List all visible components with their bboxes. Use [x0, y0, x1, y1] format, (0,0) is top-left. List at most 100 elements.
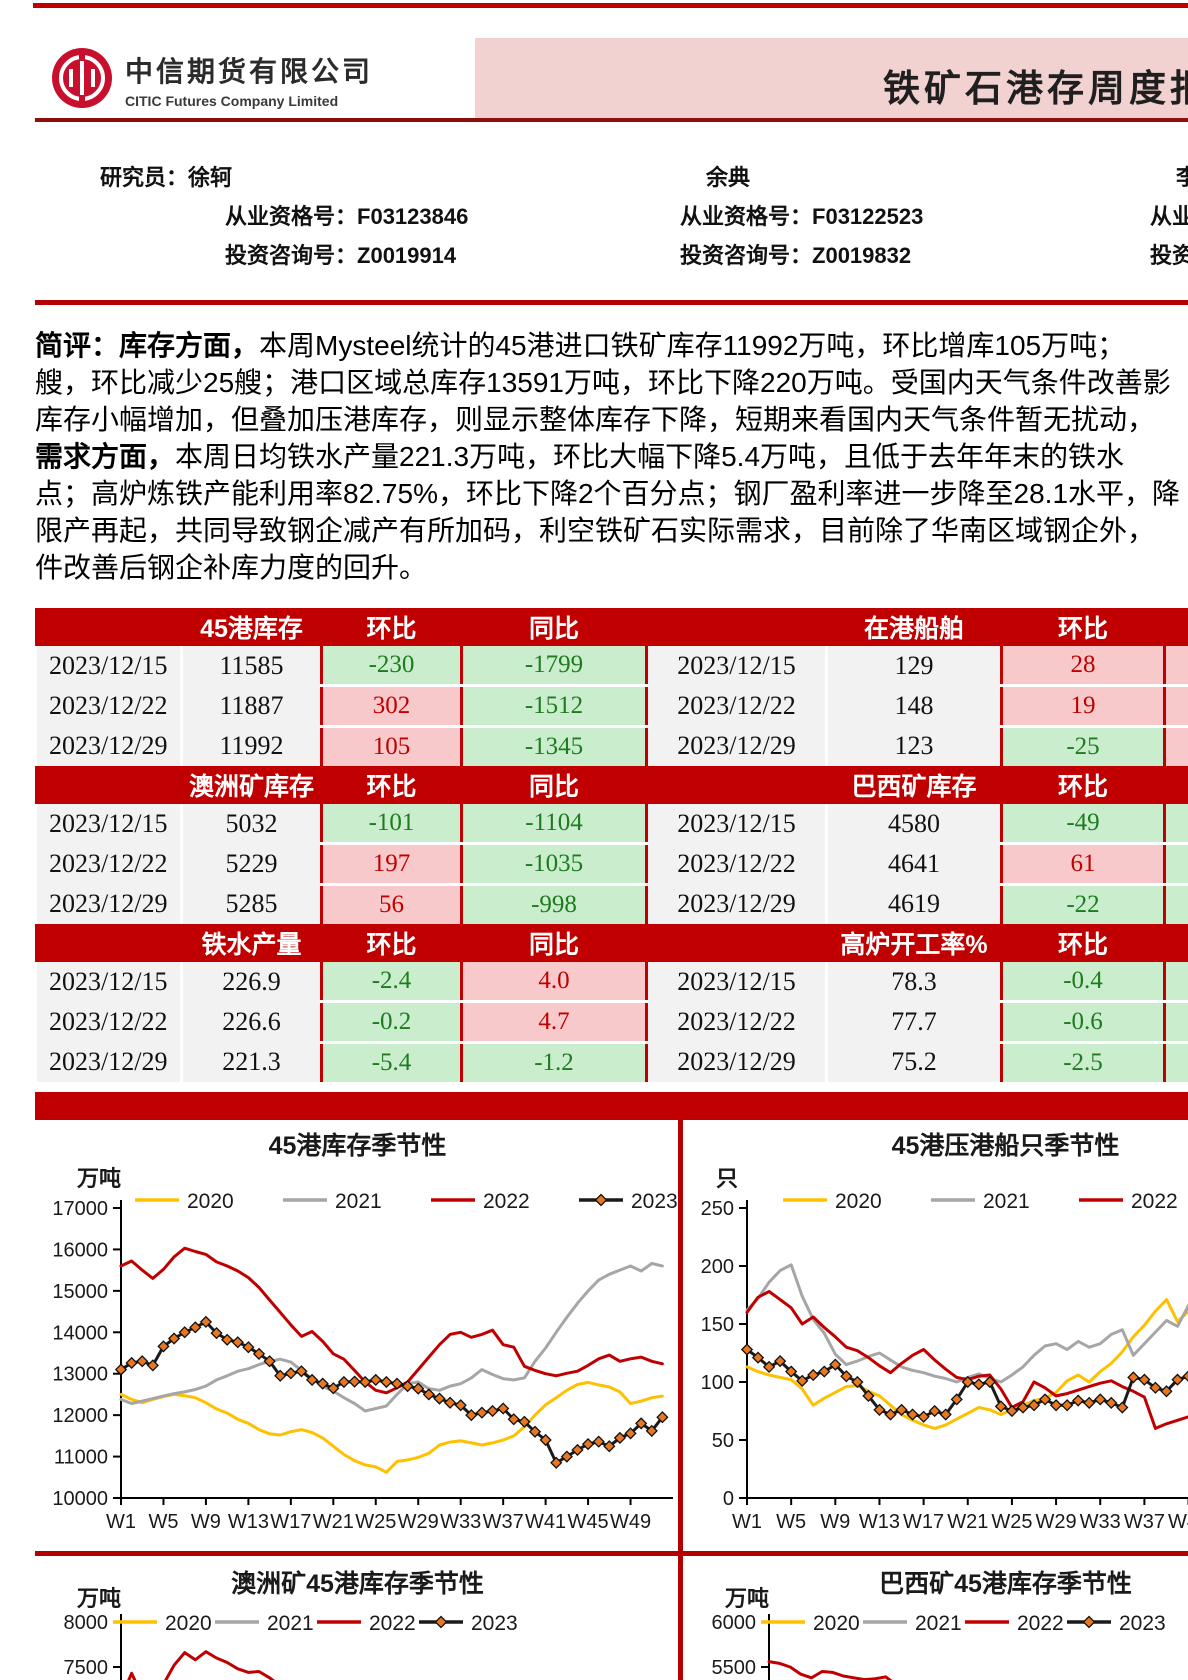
legend-label: 2022 — [1017, 1612, 1064, 1635]
diamond-marker-icon — [125, 1356, 138, 1370]
legend-label: 2022 — [369, 1612, 416, 1635]
summary-line-lead: 需求方面， — [35, 441, 176, 472]
diamond-marker-icon — [851, 1375, 864, 1389]
table-cell: -101 — [320, 804, 462, 845]
diamond-marker-icon — [359, 1375, 372, 1389]
diamond-marker-icon — [167, 1332, 181, 1345]
summary-line-text: 件改善后钢企补库力度的回升。 — [35, 552, 428, 583]
table-cell: 2023/12/15 — [645, 646, 827, 686]
researcher-credential: 从业资格号：F03122523 — [680, 197, 923, 236]
table-header-cell: 环比 — [1000, 766, 1165, 804]
table-cell: 4580 — [825, 804, 1002, 844]
summary-line: 件改善后钢企补库力度的回升。 — [35, 549, 1188, 586]
diamond-marker-icon — [961, 1375, 974, 1389]
table-cell: 226.6 — [180, 1001, 322, 1043]
table-row: 2023/12/15 5032 -101 -1104 2023/12/15 4580 -49 — [36, 804, 1188, 845]
table-cell: 2023/12/15 — [36, 962, 182, 1002]
table-cell — [1163, 962, 1188, 1003]
logo-box: 中信期货有限公司 CITIC Futures Company Limited — [35, 38, 475, 118]
diamond-marker-icon — [539, 1433, 552, 1447]
table-header-cell — [1163, 608, 1188, 646]
table-header-cell: 环比 — [320, 608, 462, 646]
y-axis-unit: 万吨 — [76, 1586, 121, 1611]
diamond-marker-icon — [594, 1193, 608, 1207]
series-line-2022 — [745, 1290, 1188, 1430]
table-cell: 75.2 — [825, 1042, 1002, 1082]
chart-title: 45港压港船只季节性 — [892, 1131, 1120, 1160]
diamond-marker-icon — [571, 1443, 584, 1457]
diamond-marker-icon — [189, 1321, 202, 1334]
y-tick-label: 17000 — [52, 1198, 108, 1220]
table-header-cell: 同比 — [460, 924, 647, 962]
researcher-credential: 投资咨询号：Z0019914 — [225, 236, 468, 275]
table-row: 2023/12/29 221.3 -5.4 -1.2 2023/12/29 75.2 -2.… — [36, 1042, 1188, 1082]
summary-line-text: 限产再起，共同导致钢企减产有所加码，利空铁矿石实际需求，目前除了华南区域钢企外， — [35, 515, 1156, 546]
table-cell: 5229 — [180, 843, 322, 885]
table-cell: 148 — [825, 685, 1002, 727]
y-tick-label: 13000 — [52, 1364, 108, 1386]
legend-label: 2020 — [187, 1190, 234, 1213]
x-tick-label: W49 — [610, 1511, 651, 1533]
diamond-marker-icon — [862, 1389, 875, 1403]
section-divider — [35, 300, 1188, 305]
series-line-2020 — [745, 1298, 1188, 1430]
diamond-marker-icon — [840, 1370, 853, 1383]
diamond-marker-icon — [1005, 1404, 1019, 1418]
y-tick-label: 7500 — [64, 1657, 109, 1679]
diamond-marker-icon — [785, 1365, 798, 1378]
table-header-cell — [35, 924, 182, 962]
table-row: 2023/12/22 11887 302 -1512 2023/12/22 148 19 — [36, 685, 1188, 728]
researcher-name: 李亚 — [1176, 165, 1188, 190]
logo-text: 中信期货有限公司 CITIC Futures Company Limited — [125, 50, 373, 109]
diamond-marker-icon — [740, 1343, 754, 1356]
top-red-line — [33, 3, 1188, 8]
summary-line-text: 库存小幅增加，但叠加压港库存，则显示整体库存下降，短期来看国内天气条件暂无扰动， — [35, 404, 1156, 435]
chart-title: 45港库存季节性 — [269, 1131, 447, 1160]
table-cell: -1345 — [460, 726, 647, 766]
researcher-credential: 投资咨询号：Z0019832 — [680, 236, 923, 275]
diamond-marker-icon — [178, 1326, 191, 1339]
diamond-marker-icon — [114, 1363, 128, 1376]
x-tick-label: W1 — [732, 1511, 762, 1533]
legend-label: 2020 — [165, 1612, 212, 1635]
table-row: 2023/12/15 11585 -230 -1799 2023/12/15 129 28 — [36, 646, 1188, 687]
table-header-cell: 铁水产量 — [180, 924, 322, 962]
diamond-marker-icon — [807, 1368, 820, 1382]
y-tick-label: 16000 — [52, 1239, 108, 1261]
legend-label: 2021 — [335, 1190, 382, 1213]
y-tick-label: 12000 — [52, 1405, 108, 1427]
diamond-marker-icon — [983, 1375, 996, 1389]
logo-name-en: CITIC Futures Company Limited — [125, 93, 339, 109]
diamond-marker-icon — [1182, 1370, 1188, 1382]
table-cell: 4641 — [825, 843, 1002, 885]
diamond-marker-icon — [252, 1347, 266, 1360]
table-cell: -0.4 — [1000, 962, 1165, 1003]
x-tick-label: W5 — [776, 1511, 806, 1533]
table-cell: 2023/12/22 — [36, 843, 182, 885]
report-title: 铁矿石港存周度报告 — [883, 68, 1188, 109]
table-row: 2023/12/29 11992 105 -1345 2023/12/29 123 -25 — [36, 726, 1188, 766]
diamond-marker-icon — [242, 1341, 255, 1354]
legend-label: 2021 — [915, 1612, 962, 1635]
diamond-marker-icon — [1138, 1373, 1151, 1386]
diamond-marker-icon — [994, 1400, 1008, 1413]
x-tick-label: W41 — [525, 1511, 566, 1533]
legend-label: 2023 — [631, 1190, 678, 1213]
diamond-marker-icon — [146, 1359, 159, 1372]
diamond-marker-icon — [1105, 1396, 1118, 1409]
table-cell: -1035 — [460, 843, 647, 886]
logo-name-cn: 中信期货有限公司 — [125, 56, 374, 87]
series-line-2021 — [119, 1262, 664, 1413]
table-cell: 2023/12/29 — [36, 726, 182, 766]
summary-line-text: 点；高炉炼铁产能利用率82.75%，环比下降2个百分点；钢厂盈利率进一步降至28… — [35, 478, 1181, 509]
table-cell: -0.2 — [320, 1001, 462, 1044]
credential-label: 从业资格号： — [225, 204, 358, 229]
table-cell: 302 — [320, 685, 462, 728]
diamond-marker-icon — [443, 1396, 457, 1409]
table-cell: 78.3 — [825, 962, 1002, 1002]
diamond-marker-icon — [1049, 1399, 1063, 1412]
table-cell — [1163, 1001, 1188, 1044]
table-cell: 2023/12/15 — [645, 804, 827, 844]
table-cell: 2023/12/15 — [36, 804, 182, 844]
diamond-marker-icon — [1072, 1394, 1085, 1407]
